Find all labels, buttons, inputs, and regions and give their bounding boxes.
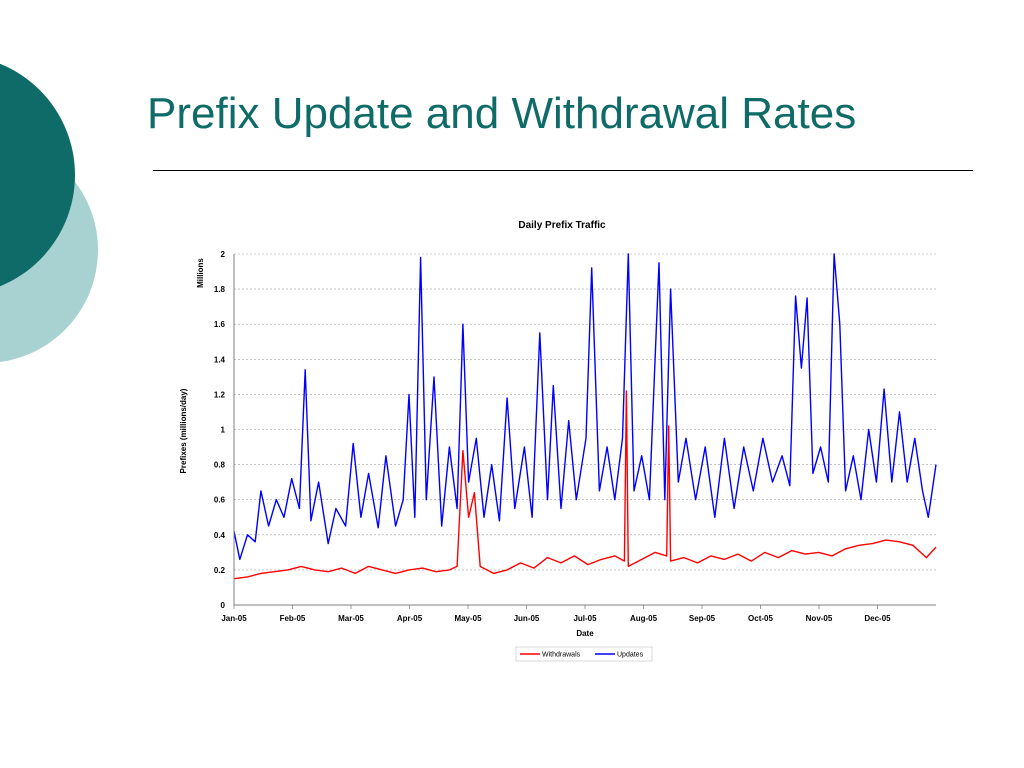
x-tick-label: Dec-05 — [864, 614, 891, 623]
y-tick-label: 1 — [221, 426, 226, 435]
y-tick-label: 2 — [221, 250, 226, 259]
x-tick-labels: Jan-05 Feb-05 Mar-05 Apr-05 May-05 Jun-05 Jul-… — [221, 614, 891, 623]
legend: Withdrawals Updates — [515, 646, 653, 662]
x-tick-label: Aug-05 — [630, 614, 658, 623]
legend-box — [515, 646, 653, 662]
legend-label-updates: Updates — [617, 652, 644, 659]
x-tick-label: Nov-05 — [806, 614, 833, 623]
x-tick-label: Mar-05 — [338, 614, 364, 623]
x-tick-label: Jun-05 — [514, 614, 540, 623]
y-tick-labels: 0 0.2 0.4 0.6 0.8 1 1.2 1.4 1.6 1.8 2 — [214, 250, 226, 610]
decorative-circle-dark — [0, 63, 75, 287]
legend-label-withdrawals: Withdrawals — [542, 652, 581, 659]
y-tick-label: 1.4 — [214, 355, 226, 364]
x-tick-label: Sep-05 — [689, 614, 716, 623]
y-tick-label: 0.8 — [214, 461, 226, 470]
x-tick-label: Apr-05 — [397, 614, 423, 623]
y-tick-label: 0.4 — [214, 531, 226, 540]
y-axis-label: Prefixes (millions/day) — [179, 388, 188, 473]
y-tick-label: 0 — [221, 601, 226, 610]
x-tick-marks — [233, 605, 878, 609]
x-tick-label: Jan-05 — [221, 614, 247, 623]
y-tick-label: 1.8 — [214, 285, 226, 294]
x-axis-label: Date — [576, 629, 594, 638]
series-lines — [233, 253, 937, 580]
x-tick-label: Feb-05 — [280, 614, 306, 623]
x-tick-label: Oct-05 — [748, 614, 773, 623]
x-tick-label: Jul-05 — [573, 614, 597, 623]
x-tick-label: May-05 — [454, 614, 482, 623]
slide-title: Prefix Update and Withdrawal Rates — [147, 89, 857, 138]
chart-title: Daily Prefix Traffic — [518, 220, 606, 231]
title-divider — [153, 170, 973, 171]
y-tick-label: 1.6 — [214, 320, 226, 329]
y-axis-unit-label: Millions — [196, 258, 205, 288]
y-tick-label: 0.6 — [214, 496, 226, 505]
y-tick-label: 0.2 — [214, 566, 226, 575]
series-line-updates — [233, 253, 937, 561]
series-line-withdrawals — [233, 390, 937, 580]
y-tick-label: 1.2 — [214, 390, 226, 399]
